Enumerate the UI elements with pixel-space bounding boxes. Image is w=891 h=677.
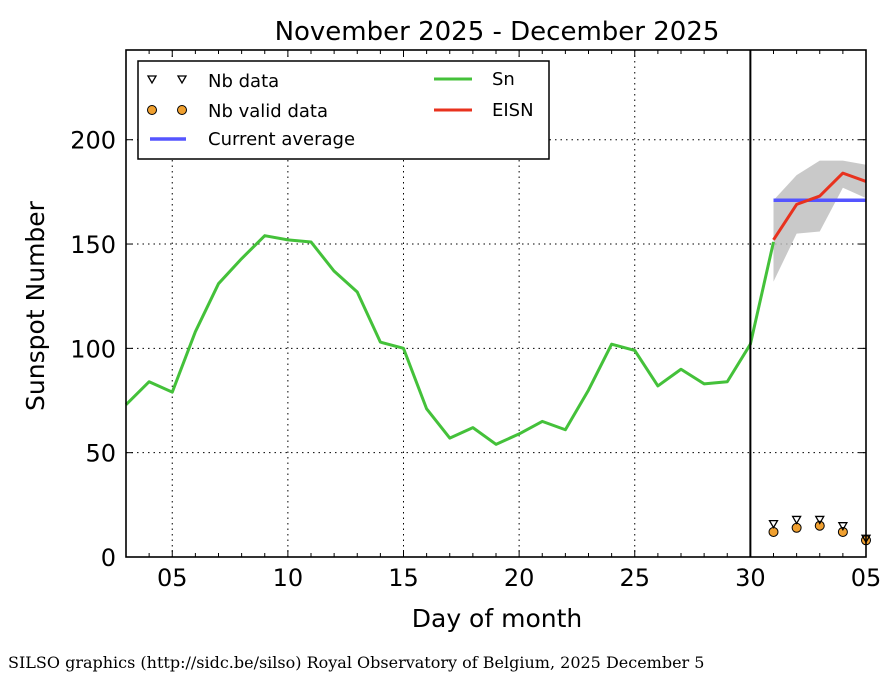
footer-credit: SILSO graphics (http://sidc.be/silso) Ro… — [8, 653, 704, 672]
legend-box — [137, 60, 550, 160]
legend-nb-data-label: Nb data — [208, 71, 279, 92]
legend-current-average-label: Current average — [208, 129, 355, 150]
eisn-line — [772, 171, 867, 241]
sn-line — [124, 234, 775, 446]
x-tick-label: 05 — [851, 564, 882, 592]
eisn-band — [773, 160, 866, 282]
x-axis-label: Day of month — [412, 604, 583, 633]
legend-nb-data-marker — [176, 75, 188, 85]
legend-eisn-label: EISN — [492, 100, 534, 121]
x-tick-label: 20 — [504, 564, 535, 592]
legend-nb-data-symbol — [146, 75, 188, 85]
y-tick-label: 200 — [70, 127, 116, 155]
x-tick-label: 10 — [273, 564, 304, 592]
nb-data-point — [814, 515, 825, 525]
legend-nb-valid-symbol — [147, 105, 187, 115]
axis-ticks — [126, 50, 867, 558]
x-tick-label: 05 — [157, 564, 188, 592]
x-tick-label: 15 — [388, 564, 419, 592]
nb-valid-data-point — [837, 526, 848, 537]
legend-nb-valid-label: Nb valid data — [208, 101, 328, 122]
nb-data-point — [837, 522, 848, 532]
x-tick-label: 30 — [735, 564, 766, 592]
tick-labels: 05 10 15 20 25 30 05 0 50 100 150 200 — [70, 127, 881, 592]
x-tick-label: 25 — [619, 564, 650, 592]
y-tick-label: 0 — [101, 544, 116, 572]
legend-nb-valid-marker — [147, 105, 157, 115]
legend-nb-valid-marker — [177, 105, 187, 115]
eisn-uncertainty-band — [773, 160, 866, 282]
legend: Nb data Nb valid data Current average Sn… — [137, 60, 550, 160]
legend-nb-data-marker — [146, 75, 158, 85]
nb-data-point — [768, 519, 779, 529]
y-tick-label: 150 — [70, 231, 116, 259]
y-tick-label: 100 — [70, 335, 116, 363]
legend-sn-label: Sn — [492, 69, 515, 90]
y-tick-label: 50 — [85, 440, 116, 468]
nb-valid-data-point — [814, 520, 825, 531]
y-axis-label: Sunspot Number — [21, 200, 50, 411]
markers-layer — [768, 515, 872, 546]
chart-title: November 2025 - December 2025 — [275, 17, 720, 47]
series-layer — [124, 171, 867, 446]
nb-data-point — [791, 515, 802, 525]
